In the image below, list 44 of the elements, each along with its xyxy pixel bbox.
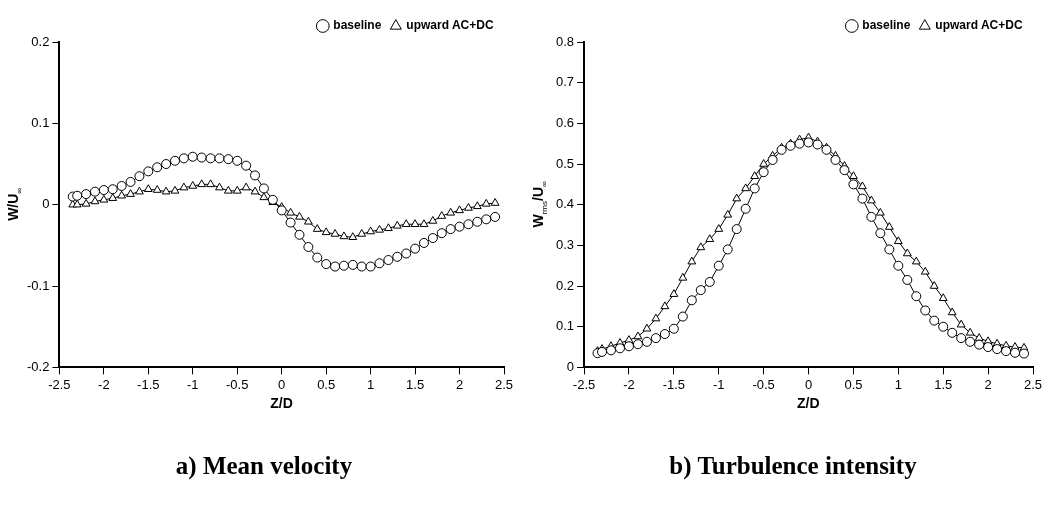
x-tick-label: -1.5 bbox=[137, 376, 160, 392]
y-tick-label: 0.2 bbox=[31, 33, 50, 49]
x-tick-label: -1 bbox=[187, 376, 199, 392]
y-tick-label: 0.4 bbox=[555, 196, 575, 212]
x-tick-label: 1.5 bbox=[934, 376, 953, 392]
x-tick-label: -0.5 bbox=[226, 376, 249, 392]
legend-label: upward AC+DC bbox=[406, 18, 494, 33]
x-tick-label: 2.5 bbox=[494, 376, 514, 392]
x-tick-label: 1 bbox=[894, 376, 902, 392]
y-tick-label: 0.3 bbox=[555, 236, 575, 252]
x-tick-label: 2 bbox=[455, 376, 464, 392]
legend-label: upward AC+DC bbox=[935, 18, 1023, 33]
x-tick-label: -0.5 bbox=[752, 376, 775, 392]
y-tick-label: 0.6 bbox=[555, 114, 575, 130]
x-tick-label: 0.5 bbox=[317, 376, 336, 392]
x-tick-label: 0 bbox=[804, 376, 813, 392]
y-tick-label: 0.7 bbox=[555, 74, 575, 90]
text: b) Turbulence intensity bbox=[668, 452, 918, 480]
y-tick-label: 0 bbox=[566, 358, 575, 374]
x-tick-label: -2.5 bbox=[572, 376, 596, 392]
legend-label: baseline bbox=[333, 18, 382, 33]
x-axis-title: Z/D bbox=[270, 395, 293, 412]
legend-label: baseline bbox=[862, 18, 911, 33]
text: a) Mean velocity bbox=[174, 452, 354, 480]
x-tick-label: 0 bbox=[278, 376, 286, 392]
y-tick-label: -0.1 bbox=[26, 277, 50, 293]
y-tick-label: -0.2 bbox=[26, 358, 50, 374]
y-tick-label: 0 bbox=[42, 196, 50, 212]
x-tick-label: -1 bbox=[712, 376, 725, 392]
x-tick-label: 2 bbox=[984, 376, 992, 392]
x-axis-title: Z/D bbox=[797, 395, 820, 412]
x-tick-label: -2 bbox=[623, 376, 635, 392]
x-tick-label: 0.5 bbox=[844, 376, 863, 392]
y-tick-label: 0.1 bbox=[555, 318, 575, 334]
x-tick-label: -2.5 bbox=[48, 376, 71, 392]
y-tick-label: 0.5 bbox=[555, 155, 575, 171]
y-tick-label: 0.2 bbox=[555, 277, 575, 293]
x-tick-label: -1.5 bbox=[662, 376, 686, 392]
x-tick-label: 1 bbox=[367, 376, 375, 392]
x-tick-label: 1.5 bbox=[406, 376, 425, 392]
x-tick-label: 2.5 bbox=[1023, 376, 1043, 392]
x-tick-label: -2 bbox=[98, 376, 110, 392]
y-tick-label: 0.8 bbox=[555, 33, 575, 49]
y-tick-label: 0.1 bbox=[31, 114, 50, 130]
